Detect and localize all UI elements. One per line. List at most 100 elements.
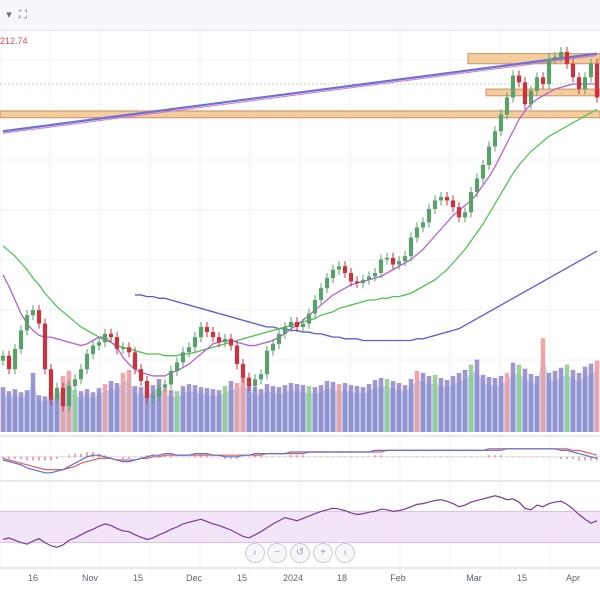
volume-bar [228, 381, 234, 432]
candle-body [504, 97, 510, 115]
volume-bar [324, 381, 330, 432]
volume-bar [216, 390, 222, 432]
macd-histogram-bar [122, 456, 124, 459]
volume-bar [384, 378, 390, 432]
macd-histogram-bar [320, 456, 322, 458]
x-tick-label: Mar [466, 573, 482, 583]
x-tick-label: Apr [566, 573, 580, 583]
macd-histogram-bar [230, 456, 232, 459]
volume-bar [564, 364, 570, 432]
resistance-zone [0, 110, 600, 119]
candle-body [516, 75, 522, 83]
candle-body [492, 131, 498, 147]
macd-histogram-bar [332, 456, 334, 458]
candle-body [24, 315, 30, 331]
macd-histogram-bar [272, 456, 274, 458]
volume-bar [282, 385, 288, 432]
candle-body [246, 377, 252, 387]
candle-body [168, 370, 174, 385]
volume-bar [318, 385, 324, 432]
candle-body [108, 333, 114, 338]
candle-body [138, 369, 144, 381]
macd-histogram-bar [572, 456, 574, 459]
macd-histogram-bar [314, 456, 316, 458]
candle-body [528, 90, 534, 105]
macd-histogram-bar [542, 456, 544, 458]
volume-bar [582, 366, 588, 432]
macd-histogram-bar [116, 456, 118, 458]
candle-body [180, 352, 186, 363]
candle-body [114, 337, 120, 349]
macd-histogram-bar [464, 456, 466, 458]
trendline-shadow [2, 55, 598, 134]
candle-body [402, 256, 408, 262]
macd-histogram-bar [242, 456, 244, 458]
macd-histogram-bar [440, 456, 442, 458]
macd-histogram-bar [110, 456, 112, 458]
candle-body [498, 114, 504, 132]
candle-body [546, 58, 552, 84]
volume-bar [510, 362, 516, 432]
x-tick-label: Feb [390, 573, 406, 583]
macd-histogram-bar [380, 455, 382, 458]
rsi-line [2, 495, 598, 548]
volume-bar [456, 372, 462, 432]
macd-signal-line [2, 448, 598, 471]
candle-body [486, 146, 492, 165]
macd-histogram-bar [350, 456, 352, 458]
volume-bar [48, 391, 54, 432]
candle-body [54, 387, 60, 400]
volume-bar [468, 364, 474, 432]
macd-histogram-bar [512, 456, 514, 458]
macd-histogram-bar [278, 456, 280, 458]
candle-body [558, 51, 564, 57]
volume-bar [354, 386, 360, 432]
volume-bar [330, 382, 336, 432]
volume-bar [0, 387, 6, 432]
macd-histogram-bar [2, 456, 4, 459]
reset-icon[interactable]: ↺ [290, 543, 310, 563]
macd-histogram-bar [164, 455, 166, 458]
macd-histogram-bar [446, 456, 448, 458]
volume-bar [336, 384, 342, 432]
volume-bar [558, 367, 564, 432]
volume-bar [444, 379, 450, 432]
macd-histogram-bar [80, 453, 82, 458]
macd-histogram-bar [566, 456, 568, 459]
volume-bar [426, 375, 432, 432]
candle-body [78, 369, 84, 380]
volume-bar [360, 387, 366, 432]
chevron-down-icon[interactable]: ▾ [6, 9, 12, 21]
macd-histogram-bar [14, 456, 16, 459]
macd-histogram-bar [140, 456, 142, 458]
volume-bar [186, 384, 192, 432]
candle-body [204, 327, 210, 333]
volume-bar [594, 360, 600, 432]
volume-bar [54, 394, 60, 432]
volume-bar [480, 374, 486, 432]
candle-body [300, 323, 306, 327]
volume-bar [108, 381, 114, 432]
candle-body [390, 257, 396, 265]
chevron-left-icon[interactable]: ‹ [245, 543, 265, 563]
minus-icon[interactable]: − [267, 543, 287, 563]
chevron-right-icon[interactable]: › [335, 543, 355, 563]
macd-histogram-bar [260, 455, 262, 458]
candle-body [312, 300, 318, 314]
macd-histogram-bar [266, 456, 268, 458]
expand-icon[interactable]: ⛶ [19, 9, 27, 21]
volume-bar [240, 374, 246, 432]
candle-body [288, 321, 294, 327]
candle-body [276, 333, 282, 344]
plus-icon[interactable]: + [313, 543, 333, 563]
macd-histogram-bar [62, 456, 64, 458]
candle-body [90, 345, 96, 354]
x-tick-label: 15 [237, 573, 247, 583]
macd-histogram-bar [188, 456, 190, 458]
macd-histogram-bar [206, 455, 208, 458]
candle-body [564, 51, 570, 64]
candle-body [582, 77, 588, 90]
macd-histogram-bar [404, 456, 406, 458]
macd-histogram-bar [560, 456, 562, 459]
volume-bar [90, 392, 96, 432]
